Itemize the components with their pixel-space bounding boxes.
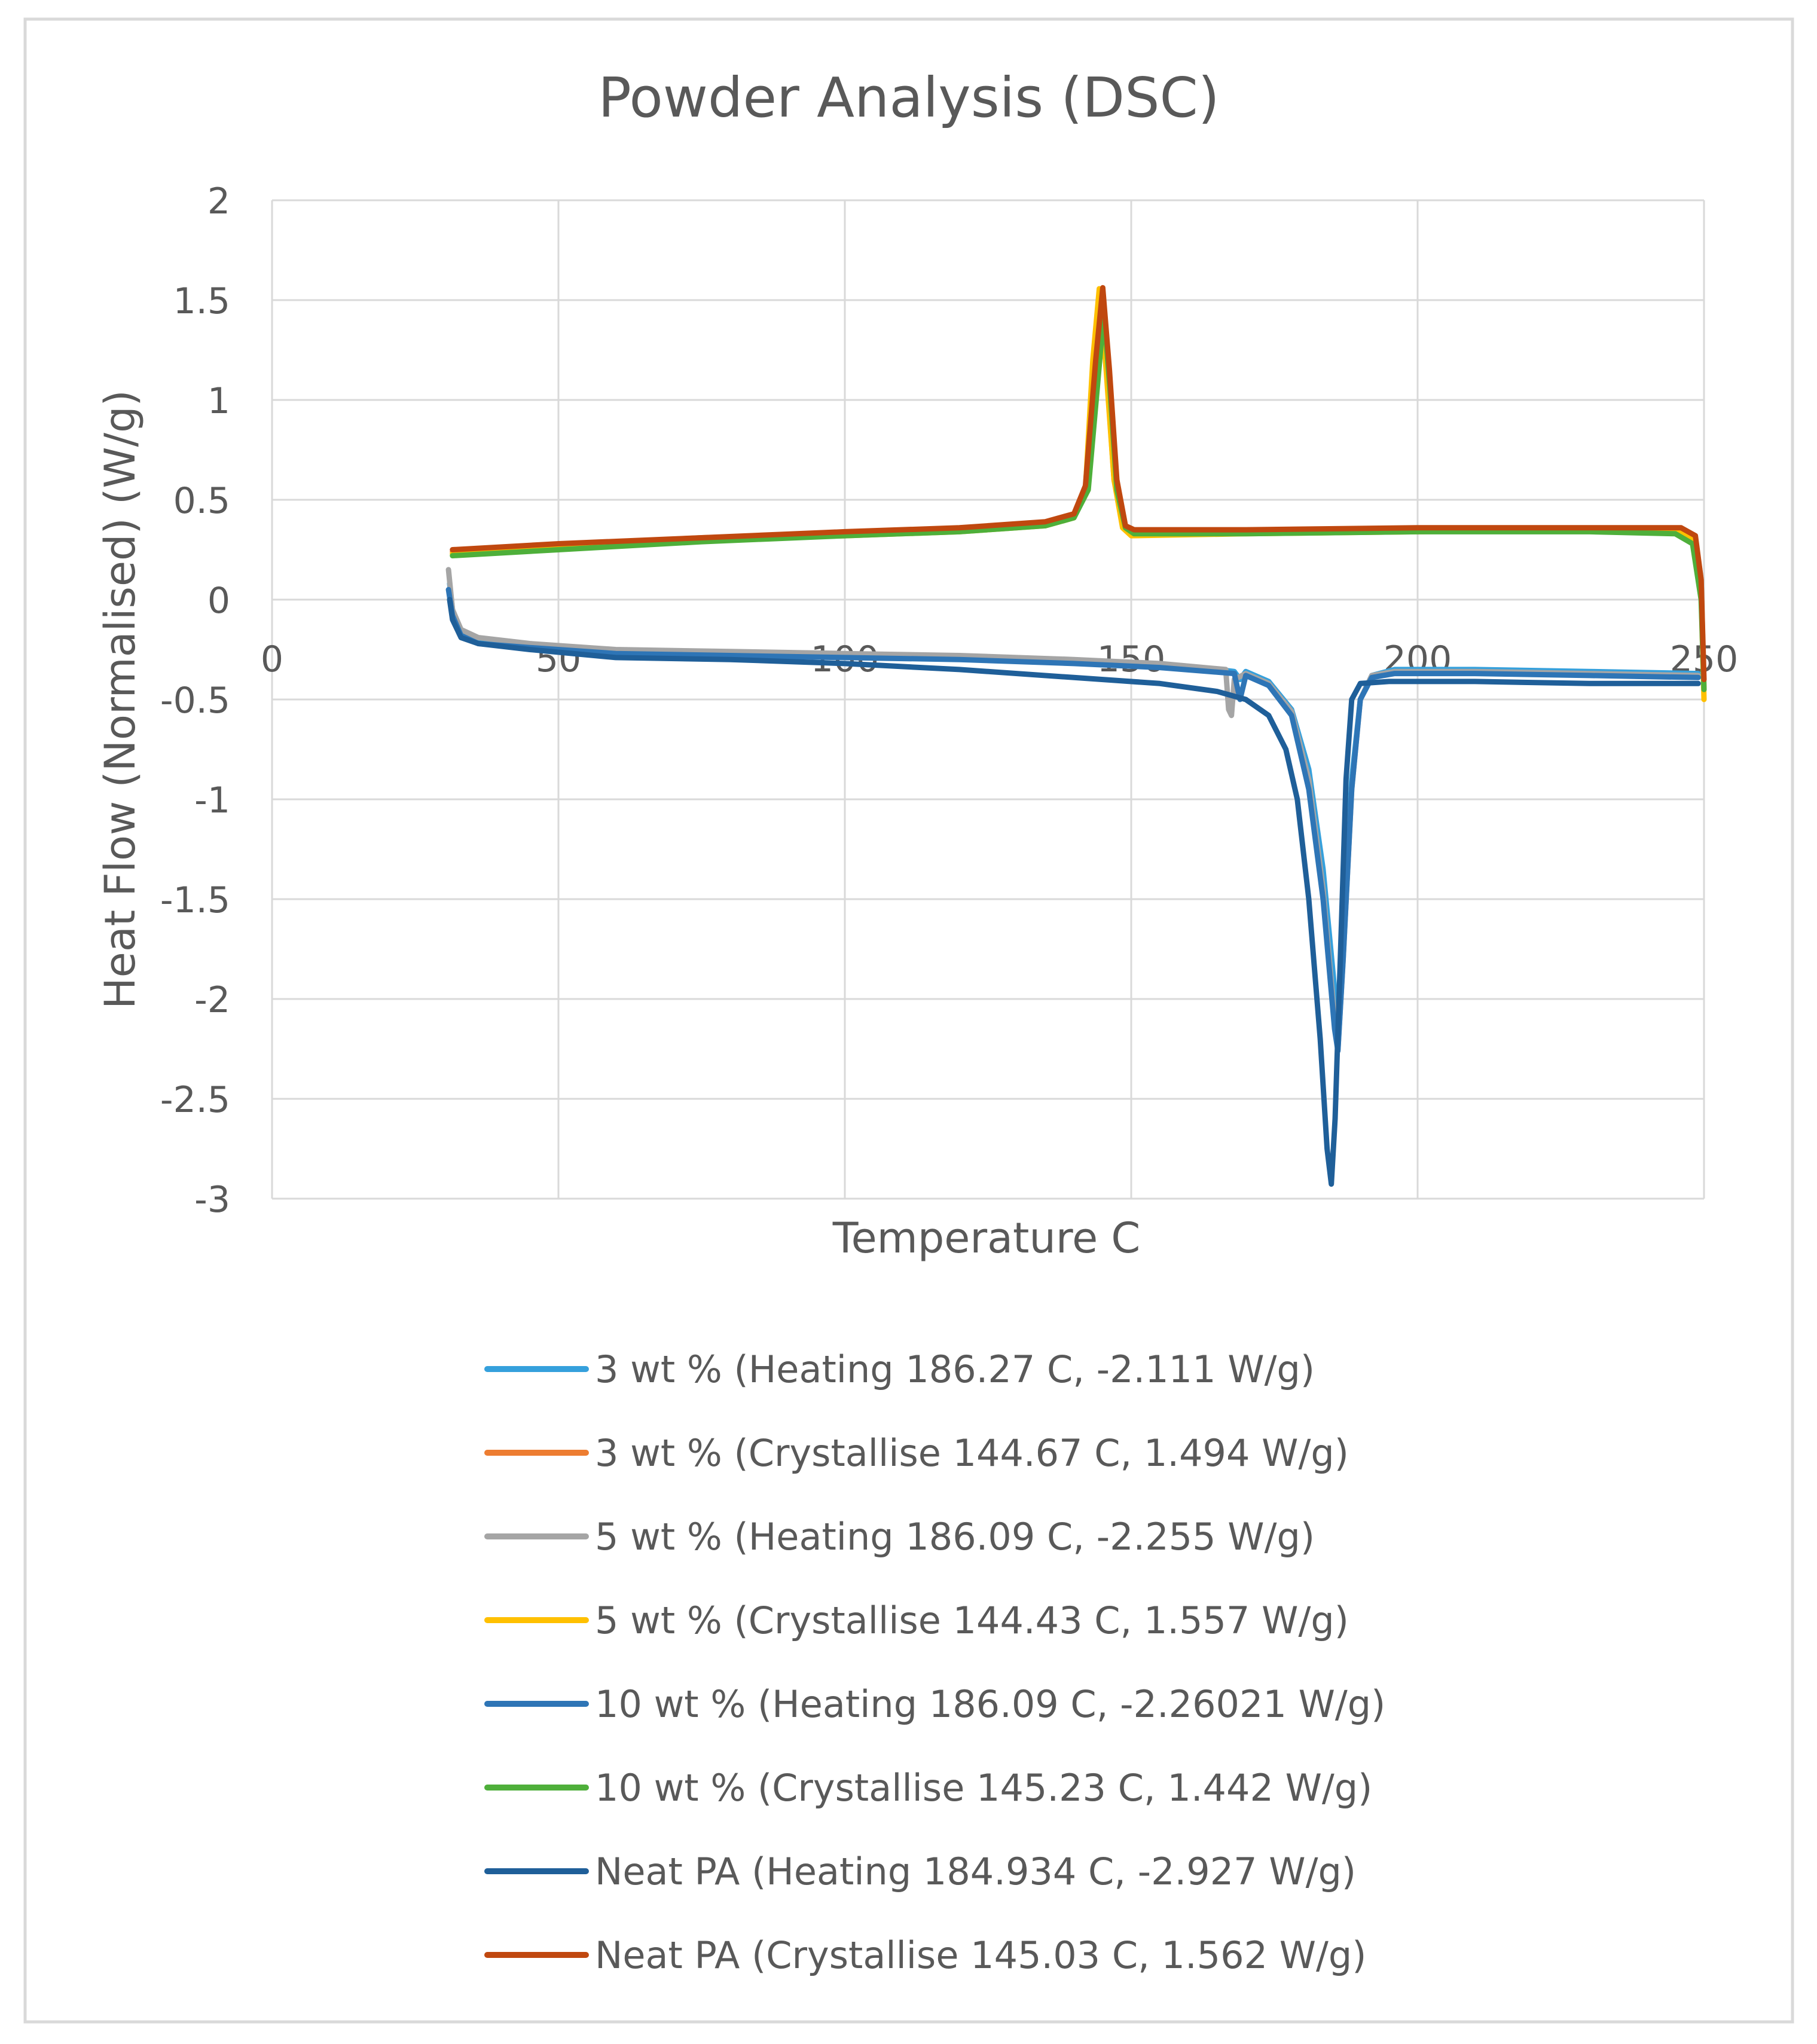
y-axis-tick-labels: -3 -2.5 -2 -1.5 -1 -0.5 0 0.5 1 1.5 2	[160, 181, 230, 1221]
series-line-7	[447, 597, 1701, 1187]
legend-label-8: Neat PA (Crystallise 145.03 C, 1.562 W/g…	[595, 1933, 1366, 1977]
grid	[271, 199, 1705, 1200]
legend-label-1: 3 wt % (Heating 186.27 C, -2.111 W/g)	[595, 1348, 1315, 1391]
y-tick-label: 0	[207, 580, 230, 622]
series-lines	[445, 285, 1707, 1187]
y-tick-label: 1	[207, 380, 230, 422]
legend-label-2: 3 wt % (Crystallise 144.67 C, 1.494 W/g)	[595, 1431, 1349, 1475]
legend: 3 wt % (Heating 186.27 C, -2.111 W/g) 3 w…	[484, 1348, 1385, 1977]
y-axis-label: Heat Flow (Normalised) (W/g)	[96, 390, 145, 1009]
legend-label-6: 10 wt % (Crystallise 145.23 C, 1.442 W/g…	[595, 1766, 1372, 1810]
chart-title: Powder Analysis (DSC)	[598, 66, 1219, 130]
legend-label-5: 10 wt % (Heating 186.09 C, -2.26021 W/g)	[595, 1682, 1385, 1726]
x-tick-label: 0	[261, 638, 283, 680]
x-axis-label: Temperature C	[832, 1214, 1141, 1263]
y-tick-label: -0.5	[160, 680, 230, 722]
y-tick-label: -2.5	[160, 1079, 230, 1121]
series-line-8	[450, 285, 1707, 683]
y-tick-label: -1	[194, 780, 230, 821]
legend-label-3: 5 wt % (Heating 186.09 C, -2.255 W/g)	[595, 1515, 1315, 1559]
legend-label-4: 5 wt % (Crystallise 144.43 C, 1.557 W/g)	[595, 1599, 1349, 1642]
y-tick-label: 1.5	[173, 280, 230, 322]
y-tick-label: -1.5	[160, 879, 230, 921]
series-line-5	[445, 586, 1701, 1054]
y-tick-label: 2	[207, 181, 230, 222]
chart-border	[23, 17, 1794, 2024]
legend-label-7: Neat PA (Heating 184.934 C, -2.927 W/g)	[595, 1850, 1356, 1893]
y-tick-label: 0.5	[173, 480, 230, 522]
y-tick-label: -2	[194, 979, 230, 1021]
y-tick-label: -3	[194, 1179, 230, 1221]
